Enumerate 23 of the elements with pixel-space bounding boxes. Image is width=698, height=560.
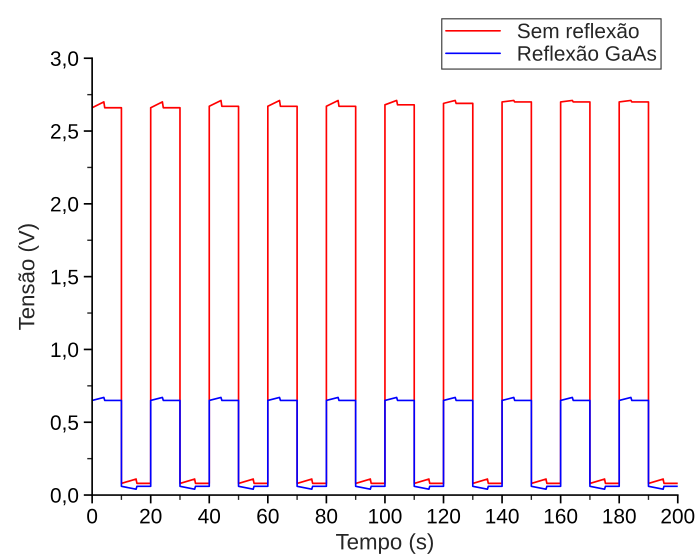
x-tick-label: 100 (369, 508, 402, 524)
x-tick-label: 180 (603, 508, 636, 524)
x-tick-label: 80 (316, 508, 338, 524)
x-tick-label: 0 (87, 508, 98, 524)
x-tick-label: 160 (544, 508, 578, 524)
x-tick-label: 40 (198, 508, 220, 524)
y-axis-title: Tensão (V) (18, 224, 39, 330)
y-tick-label: 1,0 (52, 342, 78, 360)
y-tick-label: 2,5 (51, 124, 78, 142)
legend-label: Reflexão GaAs (518, 46, 656, 61)
x-tick-label: 140 (486, 508, 519, 524)
x-tick-label: 200 (661, 508, 694, 524)
x-tick-label: 120 (428, 508, 460, 524)
y-tick-label: 2,0 (51, 196, 78, 214)
x-tick-label: 20 (140, 508, 162, 524)
y-tick-label: 0,5 (50, 415, 78, 432)
y-tick-label: 1,5 (52, 270, 78, 287)
line-series (92, 396, 678, 490)
x-tick-label: 60 (257, 508, 279, 524)
legend-label: Sem reflexão (518, 22, 639, 38)
y-tick-label: 3,0 (50, 51, 78, 68)
y-tick-label: 0,0 (50, 488, 78, 506)
x-axis-title: Tempo (s) (336, 533, 433, 554)
